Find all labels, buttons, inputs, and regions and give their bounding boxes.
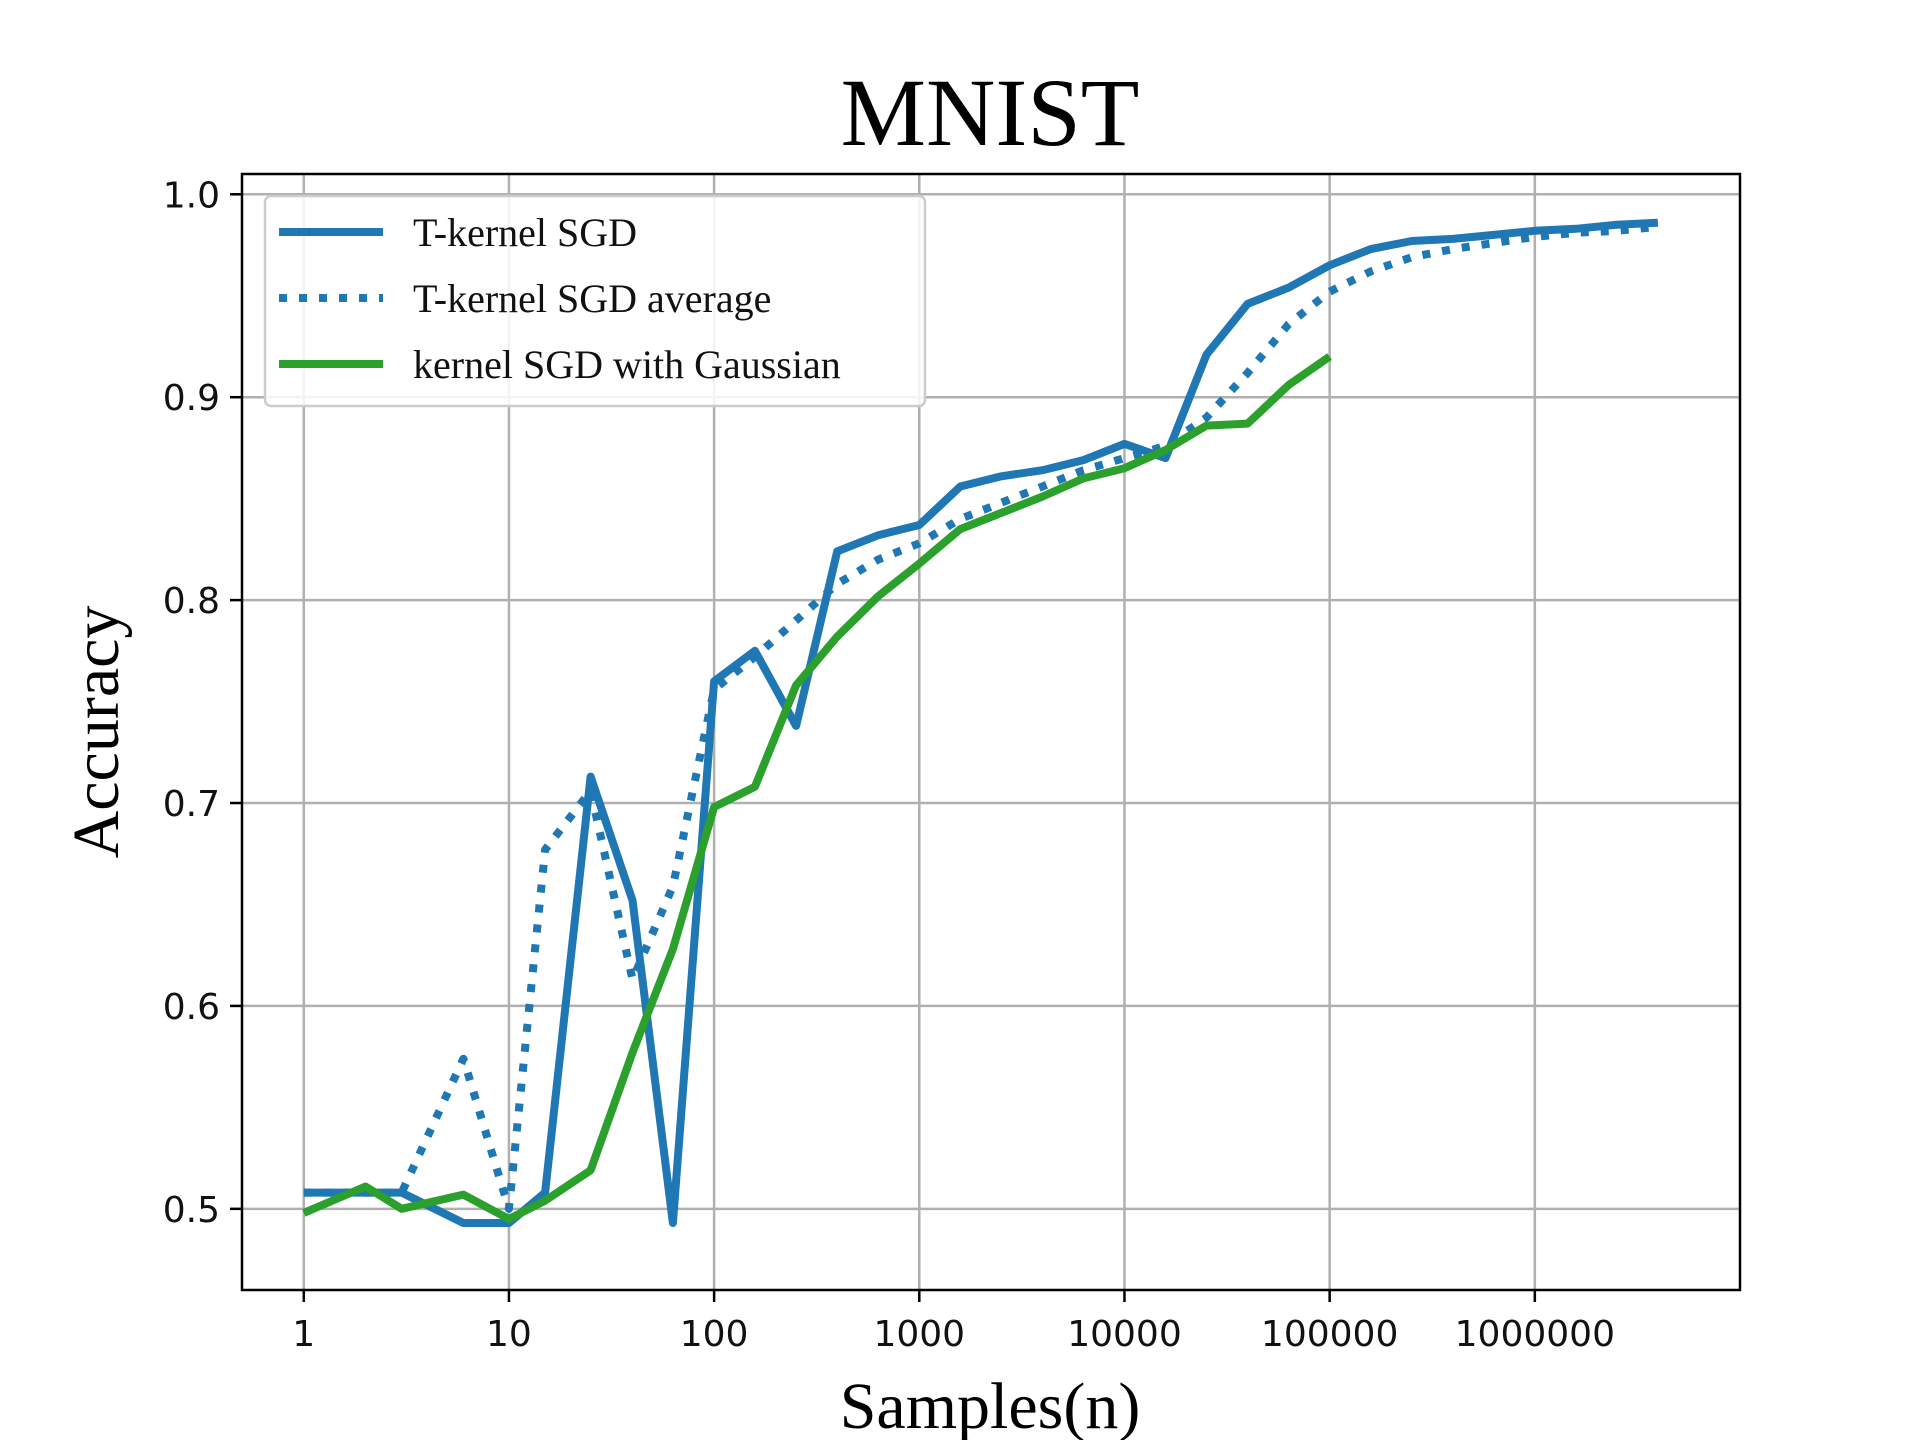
x-tick-label: 100	[680, 1314, 749, 1355]
x-tick-label: 100000	[1261, 1314, 1398, 1355]
x-axis-label: Samples(n)	[840, 1370, 1141, 1440]
plot-frame	[240, 172, 1742, 1292]
chart-title: MNIST	[841, 59, 1140, 166]
legend-label-t-kernel-sgd-average: T-kernel SGD average	[413, 276, 771, 321]
legend: T-kernel SGD T-kernel SGD average kernel S…	[263, 194, 927, 408]
legend-box	[263, 194, 927, 408]
x-tick-label: 1	[292, 1314, 315, 1355]
y-tick-label: 0.9	[163, 378, 220, 419]
legend-label-t-kernel-sgd: T-kernel SGD	[413, 210, 637, 255]
y-tick-label: 0.6	[163, 987, 220, 1028]
x-tick-label: 1000	[873, 1314, 965, 1355]
y-tick-label: 1.0	[163, 175, 220, 216]
legend-label-kernel-sgd-gaussian: kernel SGD with Gaussian	[413, 342, 841, 387]
series-line-t-kernel-sgd-average	[303, 222, 1659, 1213]
series-line-t-kernel-sgd	[303, 218, 1659, 1227]
y-tick-label: 0.8	[163, 581, 220, 622]
series-layer	[302, 218, 1659, 1227]
y-tick-label: 0.5	[163, 1190, 220, 1231]
tick-layer: 1 10 100 1000 10000 100000 1000000 0.5 0.6 0.7 0.8…	[163, 175, 1615, 1355]
y-axis-label: Accuracy	[60, 606, 133, 859]
x-tick-label: 10	[486, 1314, 532, 1355]
x-tick-label: 1000000	[1455, 1314, 1615, 1355]
series-line-kernel-sgd-gaussian	[302, 353, 1332, 1223]
x-tick-label: 10000	[1067, 1314, 1182, 1355]
y-tick-label: 0.7	[163, 784, 220, 825]
